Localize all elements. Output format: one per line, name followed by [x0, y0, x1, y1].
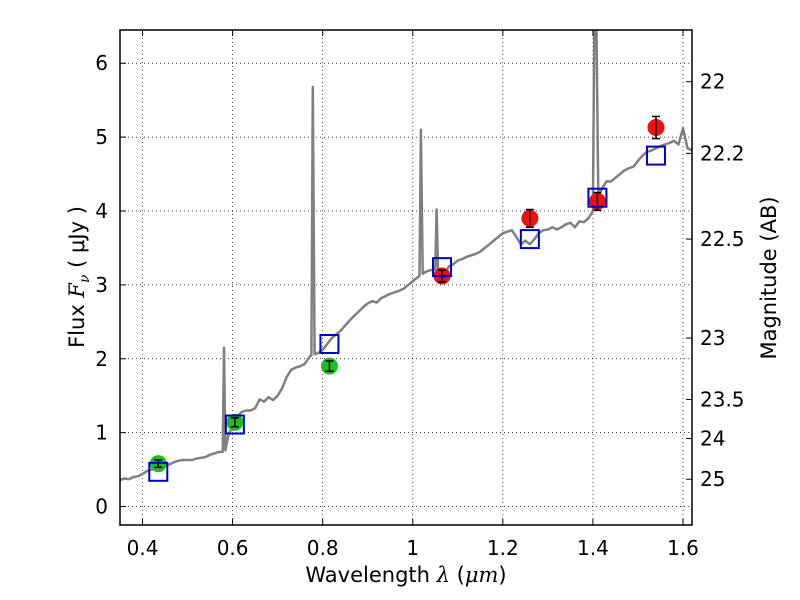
y-tick-label: 1: [95, 421, 108, 445]
y-axis-label: Flux Fν ( μJy ): [65, 206, 93, 348]
ticks: 0.4 0.6 0.8 1 1.2 1.4 1.601234562222.222.52323…: [95, 30, 745, 560]
model-square: [645, 145, 666, 166]
y2-tick-label: 25: [700, 467, 725, 491]
y-tick-label: 6: [95, 51, 108, 75]
y2-tick-label: 22.2: [700, 141, 745, 165]
x-tick-label: 1.2: [487, 536, 519, 560]
y2-tick-label: 22.5: [700, 227, 745, 251]
spectrum-group: [120, 30, 692, 482]
y-tick-label: 4: [95, 199, 108, 223]
y2-axis-label: Magnitude (AB): [757, 196, 781, 359]
plot-area: [120, 30, 692, 482]
x-tick-label: 0.8: [307, 536, 339, 560]
model-square: [319, 333, 340, 354]
x-tick-label: 0.6: [217, 536, 249, 560]
spectrum-line: [120, 30, 692, 482]
y2-tick-label: 23: [700, 326, 725, 350]
model-square: [432, 257, 453, 278]
model-square: [519, 229, 540, 250]
x-axis-label: Wavelength λ (μm): [305, 563, 506, 587]
plot-frame: [119, 29, 693, 526]
y2-tick-label: 24: [700, 427, 725, 451]
x-tick-label: 0.4: [127, 536, 159, 560]
model-square: [587, 187, 608, 208]
x-tick-label: 1.6: [667, 536, 699, 560]
y-tick-label: 0: [95, 495, 108, 519]
y-tick-label: 2: [95, 347, 108, 371]
y2-tick-label: 22: [700, 70, 725, 94]
x-tick-label: 1: [406, 536, 419, 560]
y2-tick-label: 23.5: [700, 387, 745, 411]
x-tick-label: 1.4: [577, 536, 609, 560]
model-square: [148, 461, 169, 482]
y-tick-label: 3: [95, 273, 108, 297]
y-tick-label: 5: [95, 125, 108, 149]
model-square: [224, 414, 245, 435]
grid: [120, 30, 692, 525]
